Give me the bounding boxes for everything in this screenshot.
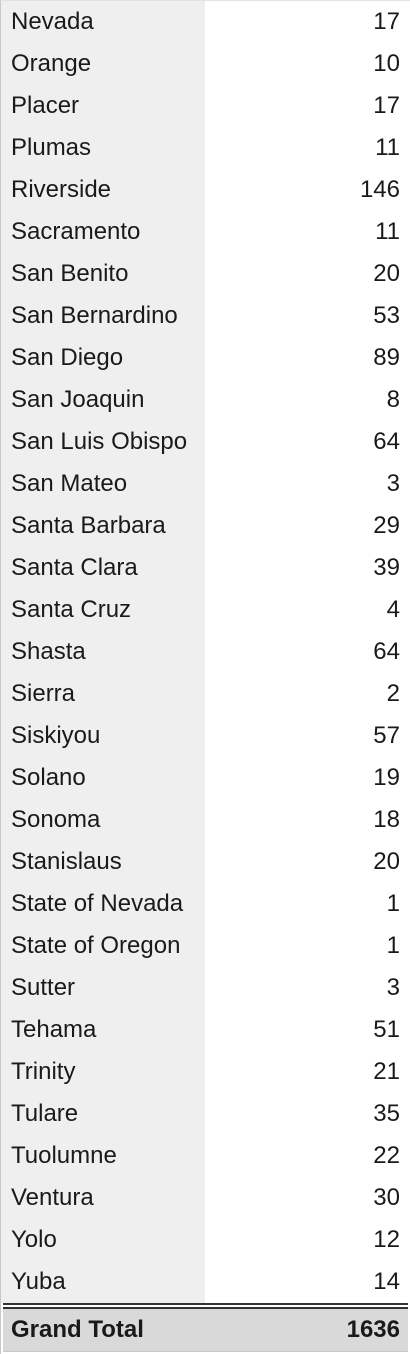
table-row[interactable]: Yolo 12 [1,1219,410,1261]
county-name-cell[interactable]: Tulare [1,1093,205,1135]
table-row[interactable]: Nevada 17 [1,1,410,43]
count-cell[interactable]: 39 [205,547,410,589]
count-cell[interactable]: 1 [205,883,410,925]
count-cell[interactable]: 35 [205,1093,410,1135]
count-cell[interactable]: 51 [205,1009,410,1051]
county-name-cell[interactable]: Sierra [1,673,205,715]
count-cell[interactable]: 17 [205,1,410,43]
county-name-cell[interactable]: Yolo [1,1219,205,1261]
count-cell[interactable]: 17 [205,85,410,127]
count-cell[interactable]: 18 [205,799,410,841]
table-row[interactable]: Stanislaus 20 [1,841,410,883]
table-row[interactable]: Shasta 64 [1,631,410,673]
county-name-cell[interactable]: San Joaquin [1,379,205,421]
county-name-cell[interactable]: State of Oregon [1,925,205,967]
count-cell[interactable]: 1 [205,925,410,967]
table-row[interactable]: Santa Cruz 4 [1,589,410,631]
county-name-cell[interactable]: Nevada [1,1,205,43]
table-row[interactable]: San Diego 89 [1,337,410,379]
table-row[interactable]: Trinity 21 [1,1051,410,1093]
table-row[interactable]: Ventura 30 [1,1177,410,1219]
table-row[interactable]: Sacramento 11 [1,211,410,253]
total-divider [3,1303,408,1309]
count-cell[interactable]: 14 [205,1261,410,1303]
county-name-cell[interactable]: San Luis Obispo [1,421,205,463]
county-name-cell[interactable]: Yuba [1,1261,205,1303]
count-cell[interactable]: 11 [205,211,410,253]
grand-total-row[interactable]: Grand Total 1636 [3,1309,408,1352]
county-name-cell[interactable]: Santa Cruz [1,589,205,631]
table-row[interactable]: State of Nevada 1 [1,883,410,925]
count-cell[interactable]: 64 [205,631,410,673]
count-cell[interactable]: 57 [205,715,410,757]
table-row[interactable]: Santa Clara 39 [1,547,410,589]
table-row[interactable]: Santa Barbara 29 [1,505,410,547]
count-cell[interactable]: 10 [205,43,410,85]
county-name-cell[interactable]: Placer [1,85,205,127]
table-row[interactable]: Tulare 35 [1,1093,410,1135]
county-name-cell[interactable]: State of Nevada [1,883,205,925]
pivot-rows: Nevada 17 Orange 10 Placer 17 Plumas 11 Riversid… [1,1,410,1303]
count-cell[interactable]: 22 [205,1135,410,1177]
table-row[interactable]: San Joaquin 8 [1,379,410,421]
county-name-cell[interactable]: Tuolumne [1,1135,205,1177]
county-name-cell[interactable]: Stanislaus [1,841,205,883]
count-cell[interactable]: 146 [205,169,410,211]
county-name-cell[interactable]: Ventura [1,1177,205,1219]
table-row[interactable]: San Benito 20 [1,253,410,295]
count-cell[interactable]: 12 [205,1219,410,1261]
county-name-cell[interactable]: Orange [1,43,205,85]
table-row[interactable]: San Bernardino 53 [1,295,410,337]
county-name-cell[interactable]: Siskiyou [1,715,205,757]
table-row[interactable]: Tuolumne 22 [1,1135,410,1177]
count-cell[interactable]: 3 [205,967,410,1009]
grand-total-label: Grand Total [11,1316,144,1343]
table-row[interactable]: Sutter 3 [1,967,410,1009]
table-row[interactable]: Tehama 51 [1,1009,410,1051]
count-cell[interactable]: 20 [205,841,410,883]
table-row[interactable]: Placer 17 [1,85,410,127]
grand-total-value: 1636 [346,1316,400,1343]
table-row[interactable]: Riverside 146 [1,169,410,211]
table-row[interactable]: Sierra 2 [1,673,410,715]
count-cell[interactable]: 19 [205,757,410,799]
count-cell[interactable]: 29 [205,505,410,547]
county-name-cell[interactable]: Sutter [1,967,205,1009]
county-name-cell[interactable]: Sonoma [1,799,205,841]
county-name-cell[interactable]: San Mateo [1,463,205,505]
count-cell[interactable]: 21 [205,1051,410,1093]
county-name-cell[interactable]: Santa Barbara [1,505,205,547]
county-name-cell[interactable]: Tehama [1,1009,205,1051]
count-cell[interactable]: 30 [205,1177,410,1219]
table-row[interactable]: State of Oregon 1 [1,925,410,967]
count-cell[interactable]: 2 [205,673,410,715]
table-row[interactable]: Orange 10 [1,43,410,85]
county-name-cell[interactable]: San Bernardino [1,295,205,337]
county-name-cell[interactable]: Trinity [1,1051,205,1093]
county-name-cell[interactable]: Sacramento [1,211,205,253]
table-row[interactable]: San Luis Obispo 64 [1,421,410,463]
count-cell[interactable]: 53 [205,295,410,337]
county-name-cell[interactable]: Plumas [1,127,205,169]
county-name-cell[interactable]: Solano [1,757,205,799]
table-row[interactable]: San Mateo 3 [1,463,410,505]
count-cell[interactable]: 20 [205,253,410,295]
count-cell[interactable]: 89 [205,337,410,379]
county-name-cell[interactable]: Santa Clara [1,547,205,589]
count-cell[interactable]: 4 [205,589,410,631]
table-row[interactable]: Solano 19 [1,757,410,799]
county-name-cell[interactable]: San Benito [1,253,205,295]
count-cell[interactable]: 64 [205,421,410,463]
table-row[interactable]: Siskiyou 57 [1,715,410,757]
count-cell[interactable]: 3 [205,463,410,505]
county-name-cell[interactable]: Shasta [1,631,205,673]
county-name-cell[interactable]: Riverside [1,169,205,211]
table-row[interactable]: Yuba 14 [1,1261,410,1303]
table-row[interactable]: Plumas 11 [1,127,410,169]
count-cell[interactable]: 11 [205,127,410,169]
table-row[interactable]: Sonoma 18 [1,799,410,841]
count-cell[interactable]: 8 [205,379,410,421]
county-name-cell[interactable]: San Diego [1,337,205,379]
